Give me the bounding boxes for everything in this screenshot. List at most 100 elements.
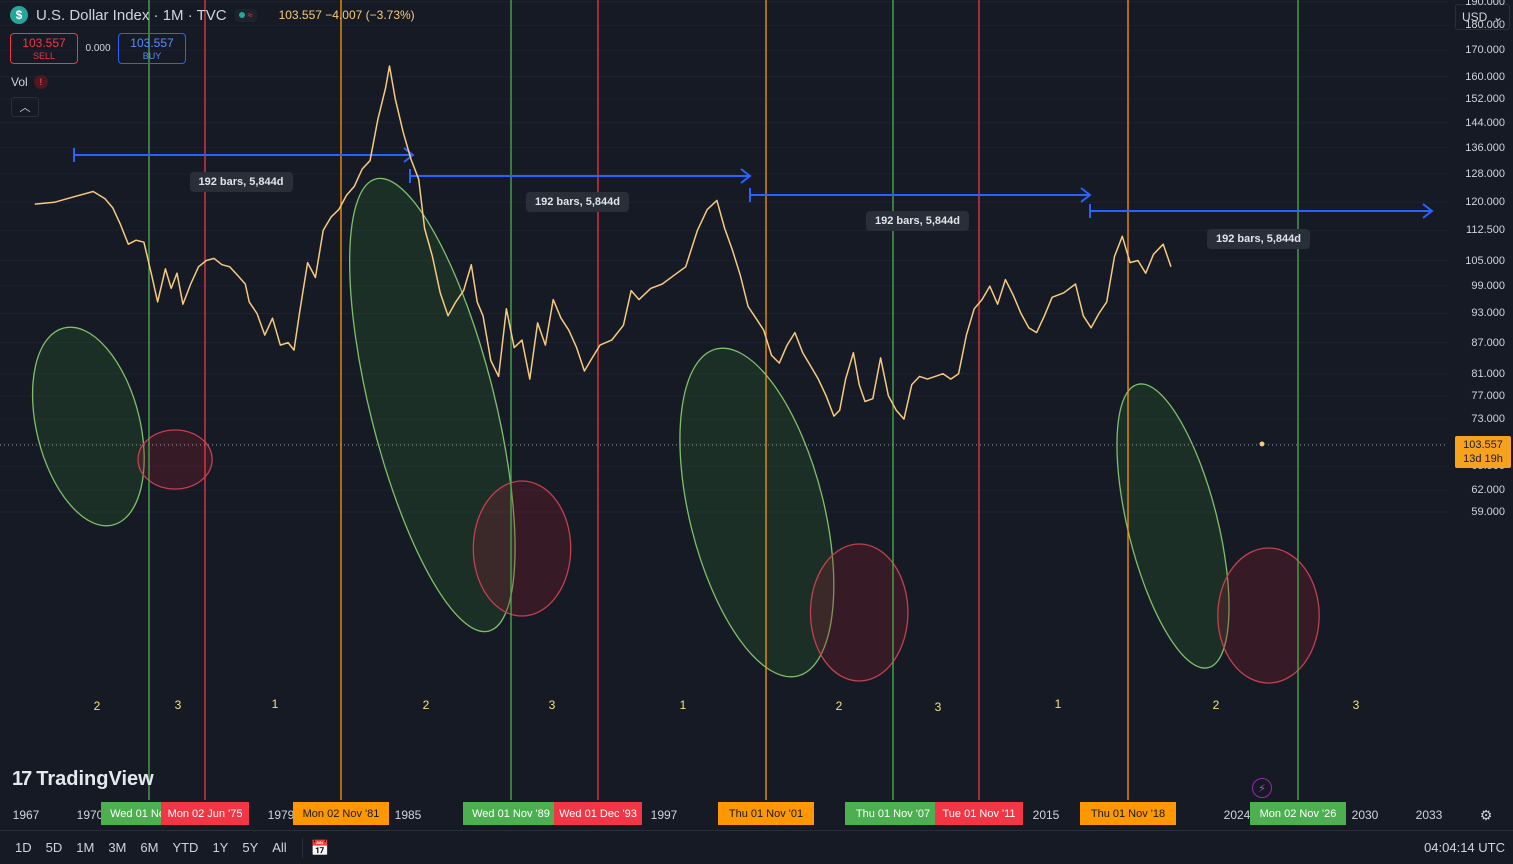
timeframe-button[interactable]: YTD — [172, 840, 199, 855]
measure-arrow-head — [1422, 203, 1434, 219]
date-marker-label: Thu 01 Nov '18 — [1080, 802, 1176, 825]
collapse-legend-button[interactable]: ︿ — [11, 97, 39, 117]
red-cycle-ellipse[interactable] — [472, 480, 572, 617]
last-price-tag: 103.557 13d 19h — [1455, 436, 1511, 468]
lightning-icon[interactable]: ⚡ — [1252, 778, 1272, 798]
timeframe-button[interactable]: 1D — [15, 840, 32, 855]
date-marker-label: Thu 01 Nov '01 — [718, 802, 814, 825]
timeframe-buttons: 1D 5D 1M 3M 6M YTD 1Y 5Y All — [8, 840, 294, 855]
measure-label: 192 bars, 5,844d — [526, 192, 630, 212]
tradingview-mark-icon: 17 — [12, 768, 32, 790]
price-tick-label: 81.000 — [1471, 367, 1505, 380]
sell-price: 103.557 — [22, 36, 66, 50]
red-cycle-ellipse[interactable] — [1217, 547, 1320, 684]
time-tick-label: 2015 — [1032, 808, 1060, 822]
volume-legend[interactable]: Vol ! — [11, 75, 48, 89]
cycle-phase-label: 2 — [422, 698, 430, 712]
dollar-sign-icon: $ — [10, 6, 28, 24]
measure-arrow-head — [740, 168, 752, 184]
price-tick-label: 160.000 — [1465, 70, 1505, 83]
currency-select[interactable]: USD ⌄ — [1455, 4, 1510, 30]
date-marker-label: Wed 01 Nov '89 — [463, 802, 559, 825]
buy-price: 103.557 — [130, 36, 174, 50]
cycle-phase-label: 2 — [1212, 698, 1220, 712]
sell-button[interactable]: 103.557 SELL — [10, 33, 78, 64]
time-tick-label: 2030 — [1351, 808, 1379, 822]
green-cycle-ellipse[interactable] — [14, 316, 163, 538]
date-marker-label: Thu 01 Nov '07 — [845, 802, 941, 825]
quote-summary: 103.557 −4.007 (−3.73%) — [278, 8, 415, 22]
measure-label: 192 bars, 5,844d — [189, 172, 293, 192]
buy-button[interactable]: 103.557 BUY — [118, 33, 186, 64]
red-cycle-ellipse[interactable] — [809, 543, 909, 682]
price-tick-label: 62.000 — [1471, 484, 1505, 497]
date-marker-label: Wed 01 Dec '93 — [554, 802, 642, 825]
price-tick-label: 152.000 — [1465, 93, 1505, 106]
price-series-line — [34, 65, 1172, 420]
timeframe-button[interactable]: 5D — [45, 840, 63, 855]
time-tick-label: 1985 — [394, 808, 422, 822]
market-status[interactable]: ≈ — [234, 8, 257, 22]
volume-label: Vol — [11, 75, 28, 89]
warning-icon[interactable]: ! — [33, 75, 48, 89]
last-price-marker — [1258, 440, 1266, 448]
spread-value: 0.000 — [85, 43, 111, 54]
symbol-header: $ U.S. Dollar Index · 1M · TVC ≈ 103.557… — [10, 6, 415, 24]
price-tick-label: 105.000 — [1465, 254, 1505, 267]
cycle-phase-label: 3 — [934, 700, 942, 714]
price-tick-label: 136.000 — [1465, 141, 1505, 154]
bottom-toolbar: 1D 5D 1M 3M 6M YTD 1Y 5Y All 📅 04:04:14 UTC — [0, 830, 1513, 864]
cycle-phase-label: 1 — [1054, 697, 1062, 711]
symbol-title[interactable]: U.S. Dollar Index · 1M · TVC — [36, 6, 227, 24]
timeframe-button[interactable]: All — [272, 840, 287, 855]
cycle-phase-label: 1 — [271, 697, 279, 711]
price-tick-label: 77.000 — [1471, 389, 1505, 402]
calendar-range-icon[interactable]: 📅 — [310, 839, 330, 857]
date-marker-label: Mon 02 Nov '26 — [1250, 802, 1346, 825]
green-cycle-ellipse[interactable] — [315, 164, 549, 646]
data-warning-icon: ≈ — [247, 9, 253, 20]
date-marker-label: Mon 02 Nov '81 — [293, 802, 389, 825]
timeframe-button[interactable]: 3M — [108, 840, 127, 855]
toolbar-divider — [301, 837, 303, 858]
timeframe-button[interactable]: 1M — [76, 840, 95, 855]
price-tick-label: 170.000 — [1465, 44, 1505, 57]
price-tick-label: 59.000 — [1471, 505, 1505, 518]
date-marker-label: Mon 02 Jun '75 — [161, 802, 249, 825]
gear-icon[interactable]: ⚙ — [1479, 806, 1493, 823]
time-tick-label: 1997 — [650, 808, 678, 822]
price-chart[interactable] — [0, 0, 1448, 800]
time-tick-label: 2033 — [1415, 808, 1443, 822]
cycle-phase-label: 3 — [1352, 698, 1360, 712]
market-open-icon — [238, 12, 245, 18]
buy-label: BUY — [142, 51, 162, 61]
time-tick-label: 1970 — [76, 808, 104, 822]
tradingview-logo[interactable]: 17 TradingView — [12, 768, 154, 791]
timeframe-button[interactable]: 1Y — [212, 840, 229, 855]
last-price-value: 103.557 — [1463, 439, 1503, 451]
cycle-phase-label: 3 — [548, 698, 556, 712]
green-cycle-ellipse[interactable] — [651, 333, 863, 693]
price-tick-label: 112.500 — [1466, 224, 1505, 237]
measure-label: 192 bars, 5,844d — [866, 211, 970, 231]
clock-timezone[interactable]: 04:04:14 UTC — [1424, 840, 1505, 855]
price-tick-label: 128.000 — [1465, 168, 1505, 181]
sell-label: SELL — [32, 51, 56, 61]
date-marker-label: Tue 01 Nov '11 — [935, 802, 1023, 825]
measure-arrow-head — [1080, 187, 1092, 203]
trade-panel: 103.557 SELL 0.000 103.557 BUY — [10, 33, 186, 64]
measure-arrow-head — [403, 147, 415, 163]
chevron-down-icon: ⌄ — [1492, 10, 1503, 24]
cycle-phase-label: 1 — [679, 698, 687, 712]
price-axis[interactable]: 190.000 180.000 170.000 160.000 152.000 144.0… — [1448, 0, 1513, 800]
green-cycle-ellipse[interactable] — [1094, 373, 1252, 678]
timeframe-button[interactable]: 5Y — [242, 840, 259, 855]
bar-countdown: 13d 19h — [1463, 453, 1503, 465]
time-tick-label: 1979 — [267, 808, 295, 822]
time-tick-label: 2024 — [1223, 808, 1251, 822]
currency-label: USD — [1462, 10, 1488, 24]
brand-name: TradingView — [36, 768, 154, 790]
timeframe-button[interactable]: 6M — [140, 840, 159, 855]
time-axis[interactable]: 1967 1970 1979 1985 1997 2015 2024 2030 2033 — [0, 805, 1448, 825]
price-tick-label: 190.000 — [1465, 0, 1505, 8]
